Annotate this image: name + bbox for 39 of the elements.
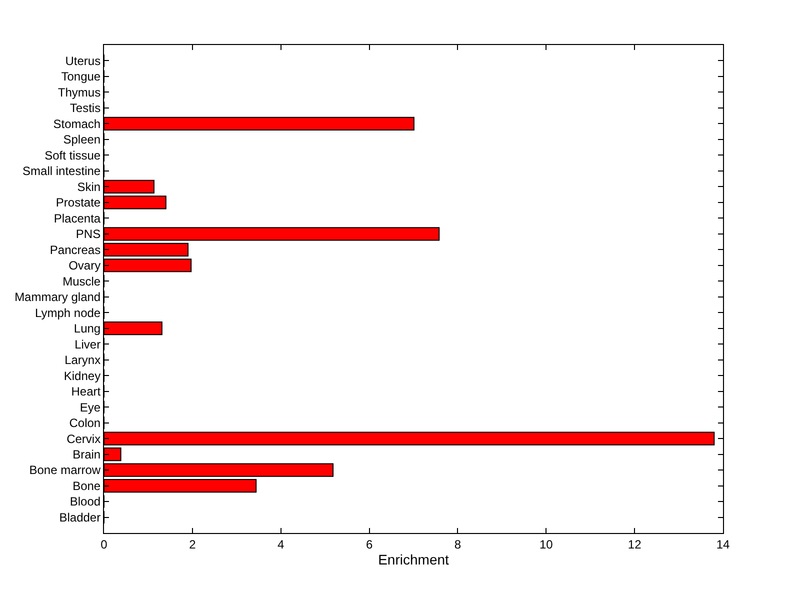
- y-tick-label: Colon: [69, 416, 101, 430]
- x-axis-title: Enrichment: [378, 552, 450, 568]
- y-tick-label: Pancreas: [50, 242, 101, 257]
- y-tick-label: Cervix: [66, 432, 101, 446]
- y-tick-label: Thymus: [58, 85, 101, 100]
- y-tick-label: Mammary gland: [14, 290, 101, 304]
- y-tick-label: Ovary: [68, 258, 101, 273]
- y-tick-label: Larynx: [64, 353, 101, 368]
- y-tick-label: Bone marrow: [29, 463, 101, 478]
- y-tick-label: Heart: [71, 384, 102, 399]
- x-tick-label: 12: [628, 537, 642, 552]
- y-tick-label: Brain: [72, 447, 101, 462]
- y-tick-label: Uterus: [65, 54, 101, 68]
- y-tick-label: Lung: [74, 322, 101, 336]
- y-tick-label: Tongue: [61, 70, 101, 84]
- y-tick-label: Eye: [80, 400, 101, 414]
- y-tick-label: Placenta: [54, 211, 101, 226]
- x-tick-label: 4: [278, 537, 285, 552]
- x-tick-label: 8: [454, 537, 462, 552]
- y-tick-label: Blood: [70, 494, 101, 509]
- y-tick-label: Lymph node: [34, 306, 101, 320]
- y-tick-label: Bone: [72, 478, 101, 493]
- y-tick-label: PNS: [76, 227, 101, 242]
- y-tick-label: Skin: [77, 180, 101, 194]
- y-tick-label: Liver: [74, 337, 101, 352]
- y-tick-label: Testis: [70, 101, 101, 116]
- x-tick-label: 10: [539, 537, 554, 552]
- x-tick-label: 6: [366, 537, 373, 552]
- y-tick-label: Prostate: [56, 196, 101, 210]
- x-tick-label: 2: [189, 537, 196, 552]
- y-tick-label: Soft tissue: [44, 148, 101, 162]
- x-tick-label: 14: [716, 537, 730, 552]
- y-tick-label: Small intestine: [22, 164, 101, 178]
- y-tick-label: Kidney: [64, 368, 101, 383]
- y-tick-label: Bladder: [59, 510, 101, 524]
- x-tick-label: 0: [100, 537, 108, 552]
- y-tick-label: Muscle: [62, 274, 101, 288]
- y-tick-label: Stomach: [53, 116, 101, 131]
- y-tick-label: Spleen: [63, 132, 101, 147]
